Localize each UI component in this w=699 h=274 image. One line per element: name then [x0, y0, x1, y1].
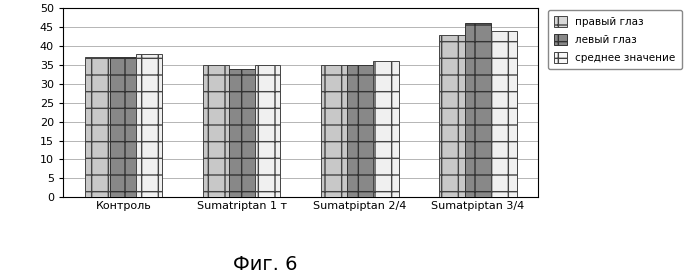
Bar: [203, 65, 229, 197]
Text: Фиг. 6: Фиг. 6: [233, 255, 298, 274]
Bar: [254, 65, 280, 197]
Bar: [136, 54, 162, 197]
Bar: [347, 65, 373, 197]
Bar: [439, 35, 465, 197]
Bar: [465, 23, 491, 197]
Bar: [373, 61, 398, 197]
Bar: [229, 69, 254, 197]
Bar: [85, 57, 110, 197]
Bar: [110, 57, 136, 197]
Bar: [321, 65, 347, 197]
Legend: правый глаз, левый глаз, среднее значение: правый глаз, левый глаз, среднее значени…: [548, 10, 682, 69]
Bar: [491, 31, 517, 197]
